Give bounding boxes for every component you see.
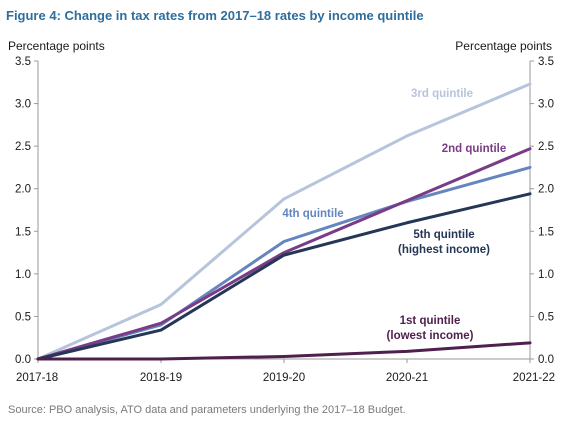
y-axis-title-left: Percentage points bbox=[8, 39, 105, 53]
series-line-q3 bbox=[36, 82, 532, 361]
series-line-q5 bbox=[36, 192, 532, 361]
y-tick-label-right: 1.5 bbox=[538, 226, 554, 238]
series-labels: 3rd quintile 4th quintile 2nd quintile 5th … bbox=[282, 88, 506, 342]
y-tick-label-left: 1.5 bbox=[15, 226, 31, 238]
y-tick-label-left: 2.5 bbox=[15, 141, 31, 153]
figure-title: Figure 4: Change in tax rates from 2017–… bbox=[6, 8, 424, 23]
y-tick-label-left: 3.0 bbox=[15, 99, 31, 111]
y-tick-label-left: 1.0 bbox=[15, 269, 31, 281]
series-label-q4: 4th quintile bbox=[282, 208, 343, 220]
series-label-q1: 1st quintile bbox=[400, 315, 461, 327]
x-tick-label: 2021-22 bbox=[513, 372, 555, 384]
chart-axes: Percentage points Percentage points 0.0 0.0… bbox=[8, 39, 555, 384]
series-line-q2 bbox=[36, 147, 532, 361]
series-line-q1 bbox=[36, 341, 532, 361]
x-tick-label: 2019-20 bbox=[263, 372, 305, 384]
series-label-q3: 3rd quintile bbox=[411, 88, 473, 100]
series-lines bbox=[36, 82, 532, 361]
x-tick-label: 2017-18 bbox=[16, 372, 58, 384]
y-tick-label-left: 3.5 bbox=[15, 56, 31, 68]
y-axis-title-right: Percentage points bbox=[455, 39, 552, 53]
x-tick-label: 2020-21 bbox=[386, 372, 428, 384]
series-label-q5: 5th quintile bbox=[413, 229, 474, 241]
series-label-q2: 2nd quintile bbox=[442, 143, 507, 155]
y-tick-label-left: 0.0 bbox=[15, 354, 31, 366]
y-tick-label-right: 3.5 bbox=[538, 56, 554, 68]
y-tick-label-right: 0.5 bbox=[538, 311, 554, 323]
y-tick-label-left: 2.0 bbox=[15, 184, 31, 196]
series-label-q1: (lowest income) bbox=[387, 330, 474, 342]
x-tick-label: 2018-19 bbox=[140, 372, 182, 384]
y-tick-label-right: 1.0 bbox=[538, 269, 554, 281]
source-note: Source: PBO analysis, ATO data and param… bbox=[8, 404, 406, 416]
y-tick-label-left: 0.5 bbox=[15, 311, 31, 323]
y-tick-label-right: 2.0 bbox=[538, 184, 554, 196]
y-tick-label-right: 3.0 bbox=[538, 99, 554, 111]
y-tick-label-right: 2.5 bbox=[538, 141, 554, 153]
series-label-q5: (highest income) bbox=[398, 244, 490, 256]
y-tick-label-right: 0.0 bbox=[538, 354, 554, 366]
